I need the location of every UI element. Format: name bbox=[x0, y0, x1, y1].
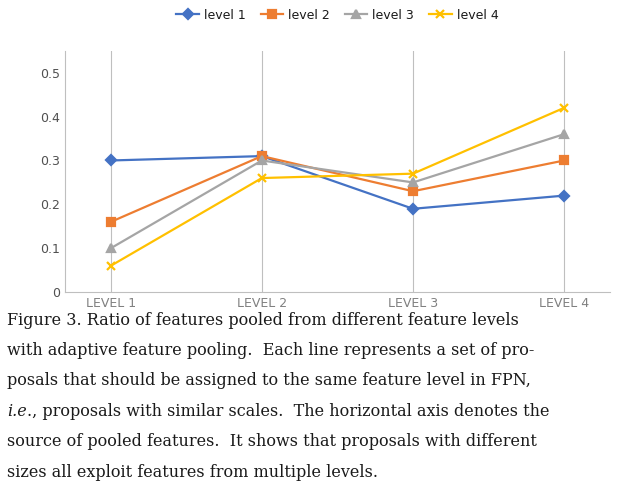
level 1 bbox=[107, 157, 114, 163]
level 4 bbox=[107, 263, 114, 269]
level 2 bbox=[409, 188, 417, 194]
Text: with adaptive feature pooling.  Each line represents a set of pro-: with adaptive feature pooling. Each line… bbox=[7, 342, 535, 359]
level 4 bbox=[258, 175, 266, 181]
Title: FEATURE DISTRIBUTION: FEATURE DISTRIBUTION bbox=[226, 0, 449, 2]
Text: sizes all exploit features from multiple levels.: sizes all exploit features from multiple… bbox=[7, 464, 378, 481]
level 3 bbox=[107, 245, 114, 251]
Text: Figure 3. Ratio of features pooled from different feature levels: Figure 3. Ratio of features pooled from … bbox=[7, 312, 519, 328]
Text: i.e: i.e bbox=[7, 403, 27, 420]
Line: level 1: level 1 bbox=[107, 152, 568, 213]
Line: level 4: level 4 bbox=[107, 104, 568, 270]
Text: posals that should be assigned to the same feature level in FPN,: posals that should be assigned to the sa… bbox=[7, 372, 531, 389]
level 3 bbox=[560, 131, 568, 137]
level 2 bbox=[107, 219, 114, 225]
level 1 bbox=[409, 206, 417, 212]
Line: level 2: level 2 bbox=[107, 152, 568, 226]
level 3 bbox=[258, 157, 266, 163]
level 3 bbox=[409, 180, 417, 185]
level 1 bbox=[258, 153, 266, 159]
level 4 bbox=[409, 171, 417, 177]
level 1 bbox=[560, 193, 568, 199]
level 2 bbox=[258, 153, 266, 159]
Line: level 3: level 3 bbox=[107, 130, 568, 252]
Text: source of pooled features.  It shows that proposals with different: source of pooled features. It shows that… bbox=[7, 433, 537, 450]
Legend: level 1, level 2, level 3, level 4: level 1, level 2, level 3, level 4 bbox=[172, 4, 503, 27]
level 2 bbox=[560, 157, 568, 163]
Text: ., proposals with similar scales.  The horizontal axis denotes the: ., proposals with similar scales. The ho… bbox=[27, 403, 550, 420]
level 4 bbox=[560, 105, 568, 111]
